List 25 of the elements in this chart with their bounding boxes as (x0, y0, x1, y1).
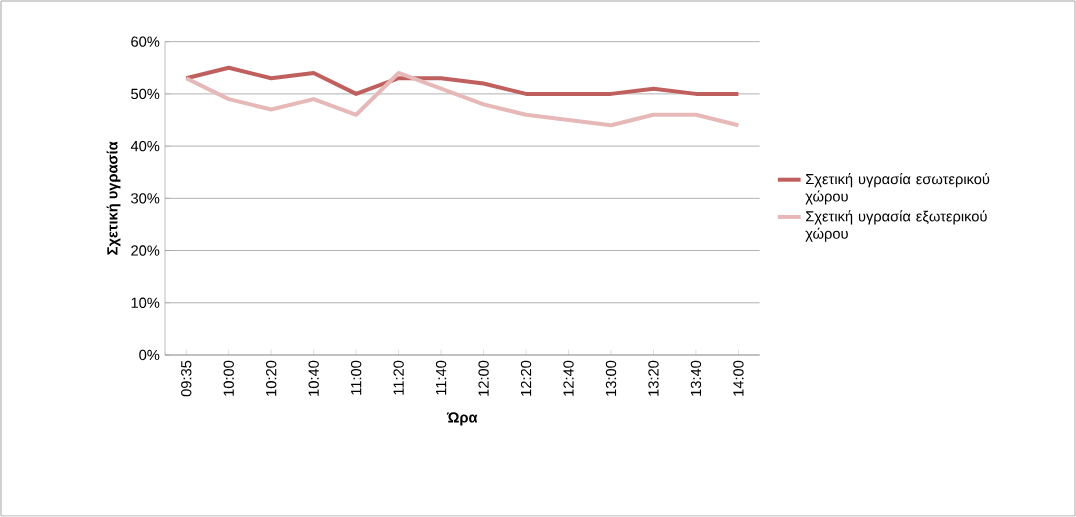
x-tick-label: 12:00 (478, 360, 489, 396)
legend-label: Σχετική υγρασία εξωτερικού χώρου (805, 210, 987, 242)
x-tick-label: 10:40 (308, 360, 319, 396)
y-tick-label: 20% (131, 245, 160, 256)
x-tick-label: 13:20 (648, 360, 659, 396)
y-tick-label: 30% (131, 193, 160, 204)
x-tick-label: 09:35 (181, 360, 192, 397)
x-tick-label: 10:00 (223, 360, 234, 396)
x-tick-label: 14:00 (733, 360, 744, 396)
y-axis-title: Σχετική υγρασία (106, 141, 121, 255)
legend-label: Σχετική υγρασία εσωτερικού χώρου (805, 173, 990, 205)
y-tick-label: 0% (139, 349, 160, 361)
y-tick-label: 60% (131, 36, 160, 47)
y-tick-label: 10% (131, 297, 160, 308)
x-tick-label: 10:20 (266, 360, 277, 396)
x-tick-label: 11:40 (435, 360, 447, 395)
x-tick-label: 13:00 (605, 360, 617, 396)
y-tick-label: 50% (131, 88, 160, 100)
y-tick-label: 40% (130, 140, 160, 152)
x-tick-label: 12:40 (563, 360, 574, 396)
x-tick-label: 11:00 (350, 360, 362, 395)
x-tick-label: 13:40 (690, 360, 702, 396)
x-axis-title: Ώρα (446, 412, 478, 426)
x-tick-label: 12:20 (520, 360, 532, 396)
x-tick-label: 11:20 (393, 360, 404, 395)
